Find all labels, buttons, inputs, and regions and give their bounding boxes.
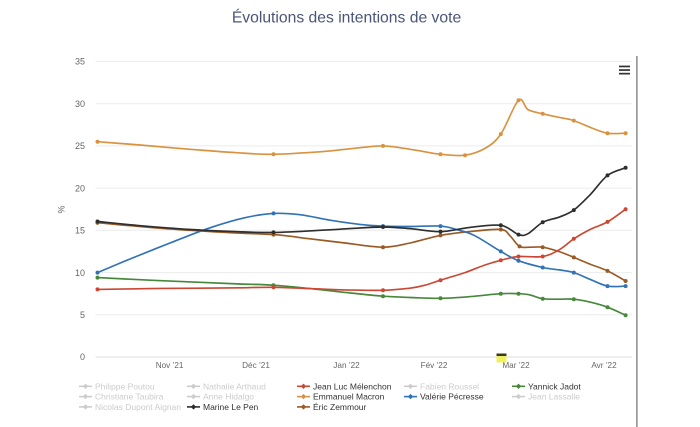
- svg-text:Nathalie Arthaud: Nathalie Arthaud: [203, 381, 266, 391]
- svg-text:35: 35: [75, 57, 85, 67]
- svg-text:Éric Zemmour: Éric Zemmour: [313, 402, 367, 412]
- svg-text:Jean Luc Mélenchon: Jean Luc Mélenchon: [313, 381, 392, 391]
- svg-text:30: 30: [75, 99, 85, 109]
- svg-text:Fév ’22: Fév ’22: [421, 361, 448, 370]
- svg-text:Jan ’22: Jan ’22: [333, 361, 360, 370]
- svg-text:Marine Le Pen: Marine Le Pen: [203, 402, 259, 412]
- svg-text:Christiane Taubira: Christiane Taubira: [95, 392, 164, 402]
- svg-text:Déc ’21: Déc ’21: [242, 361, 270, 370]
- svg-text:Avr ’22: Avr ’22: [591, 361, 617, 370]
- svg-text:Mar ’22: Mar ’22: [502, 361, 530, 370]
- svg-text:5: 5: [80, 310, 85, 320]
- svg-text:Emmanuel Macron: Emmanuel Macron: [313, 392, 385, 402]
- svg-text:25: 25: [75, 141, 85, 151]
- svg-text:Jean Lassalle: Jean Lassalle: [528, 392, 580, 402]
- svg-text:15: 15: [75, 226, 85, 236]
- svg-text:Valérie Pécresse: Valérie Pécresse: [420, 392, 484, 402]
- svg-text:Fabien Roussel: Fabien Roussel: [420, 381, 479, 391]
- svg-text:10: 10: [75, 268, 85, 278]
- svg-text:Anne Hidalgo: Anne Hidalgo: [203, 392, 254, 402]
- svg-text:0: 0: [80, 352, 85, 362]
- svg-text:Yannick Jadot: Yannick Jadot: [528, 381, 581, 391]
- svg-text:Évolutions des intentions de v: Évolutions des intentions de vote: [232, 8, 462, 27]
- svg-text:20: 20: [75, 183, 85, 193]
- svg-text:Nov ’21: Nov ’21: [156, 361, 184, 370]
- svg-text:Philippe Poutou: Philippe Poutou: [95, 381, 155, 391]
- svg-text:Nicolas Dupont Aignan: Nicolas Dupont Aignan: [95, 402, 181, 412]
- svg-text:%: %: [57, 205, 67, 213]
